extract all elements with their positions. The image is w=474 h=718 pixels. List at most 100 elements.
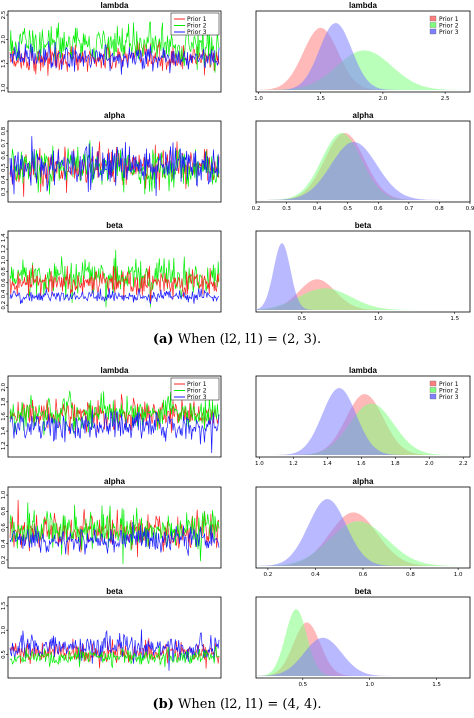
caption-a-text: When (l2, l1) = (2, 3). [177,332,322,347]
x-tick-label: 1.5 [432,682,441,688]
legend-label: Prior 2 [187,23,207,30]
x-tick-label: 2.5 [441,96,450,102]
x-tick-label: 0.5 [298,682,307,688]
panel-title: beta [106,221,123,230]
caption-b-label: (b) [152,697,174,712]
legend-label: Prior 1 [187,381,207,388]
y-tick-label: 0.4 [1,289,7,298]
trace-prior-3 [9,288,220,304]
b-density-alpha-panel: alpha 0.2 0.4 0.6 0.8 1.0 [255,477,471,578]
y-tick-label: 0.8 [1,506,7,515]
x-tick-label: 0.9 [466,206,474,212]
b-trace-beta-panel: beta 0.5 1.0 1.5 [1,587,222,679]
y-tick-label: 1.0 [1,625,7,634]
legend-swatch [429,393,437,400]
y-tick-label: 0.8 [1,267,7,276]
a-density-beta-panel: beta 0.5 1.0 1.5 [255,221,471,322]
panel-title: beta [355,587,372,596]
y-tick-label: 2.5 [1,10,7,19]
x-tick-label: 2.0 [425,461,434,467]
x-tick-label: 1.0 [254,96,263,102]
y-tick-label: 0.7 [1,138,7,147]
y-tick-label: 1.2 [1,441,7,450]
y-tick-label: 1.4 [1,233,7,242]
y-tick-label: 0.4 [1,539,7,548]
y-tick-label: 0.6 [1,278,7,287]
trace-prior-2 [9,645,220,668]
x-tick-label: 0.6 [359,572,368,578]
x-tick-label: 0.2 [264,572,273,578]
y-tick-label: 0.5 [1,163,7,172]
panel-title: beta [106,587,123,596]
x-tick-label: 0.8 [406,572,415,578]
legend-label: Prior 1 [439,381,459,388]
panel-title: alpha [353,111,374,120]
panel-title: lambda [100,1,129,10]
y-tick-label: 1.8 [1,397,7,406]
legend-label: Prior 2 [439,388,459,395]
x-tick-label: 1.0 [255,461,264,467]
x-tick-label: 1.5 [316,96,325,102]
y-tick-label: 1.2 [1,245,7,254]
b-trace-alpha-panel: alpha 0.2 0.4 0.6 0.8 1.0 [1,477,222,569]
density-prior-2 [256,521,470,566]
density-prior-3 [256,637,470,676]
a-trace-beta-panel: beta 0.2 0.4 0.6 0.8 1.01.2 1.4 [1,221,222,313]
y-tick-label: 2.0 [1,382,7,391]
legend-label: Prior 3 [187,394,207,401]
x-tick-label: 1.0 [365,682,374,688]
trace-prior-3 [9,41,220,75]
y-tick-label: 1.5 [1,601,7,610]
x-tick-label: 1.4 [323,461,332,467]
density-prior-3 [256,141,470,200]
y-tick-label: 0.6 [1,523,7,532]
caption-b-text: When (l2, l1) = (4, 4). [178,697,322,712]
density-prior-3 [256,243,470,310]
legend-label: Prior 2 [187,388,207,395]
x-tick-label: 0.4 [313,206,322,212]
a-density-alpha-panel: alpha 0.2 0.3 0.4 0.5 0.6 0.7 0.8 0.9 [252,111,474,212]
x-tick-label: 0.5 [343,206,352,212]
caption-a: (a) When (l2, l1) = (2, 3). [0,332,474,347]
x-tick-label: 2.2 [459,461,468,467]
caption-b: (b) When (l2, l1) = (4, 4). [0,697,474,712]
legend-swatch [429,28,437,35]
legend-label: Prior 3 [187,29,207,36]
trace-prior-1 [9,264,220,304]
legend-swatch [429,15,437,22]
y-tick-label: 1.4 [1,426,7,435]
x-tick-label: 0.8 [435,206,444,212]
plot-frame [7,596,222,679]
y-tick-label: 0.2 [1,556,7,565]
panel-title: alpha [104,111,125,120]
panel-title: alpha [353,477,374,486]
panel-title: lambda [349,1,378,10]
x-tick-label: 1.0 [454,572,463,578]
density-prior-2 [256,50,470,90]
panel-title: alpha [104,477,125,486]
x-tick-label: 1.6 [357,461,366,467]
density-prior-3 [256,23,470,90]
legend-label: Prior 2 [439,23,459,30]
x-tick-label: 0.6 [374,206,383,212]
y-tick-label: 0.5 [1,650,7,659]
legend-swatch [429,380,437,387]
panel-title: beta [355,221,372,230]
caption-a-label: (a) [152,332,174,347]
y-tick-label: 1.0 [1,83,7,92]
legend-label: Prior 1 [439,16,459,23]
y-tick-label: 0.4 [1,175,7,184]
y-tick-label: 1.0 [1,255,7,264]
x-tick-label: 1.2 [289,461,298,467]
trace-prior-3 [9,629,220,671]
y-tick-label: 0.3 [1,187,7,196]
trace-prior-3 [9,521,220,556]
x-tick-label: 0.4 [311,572,320,578]
